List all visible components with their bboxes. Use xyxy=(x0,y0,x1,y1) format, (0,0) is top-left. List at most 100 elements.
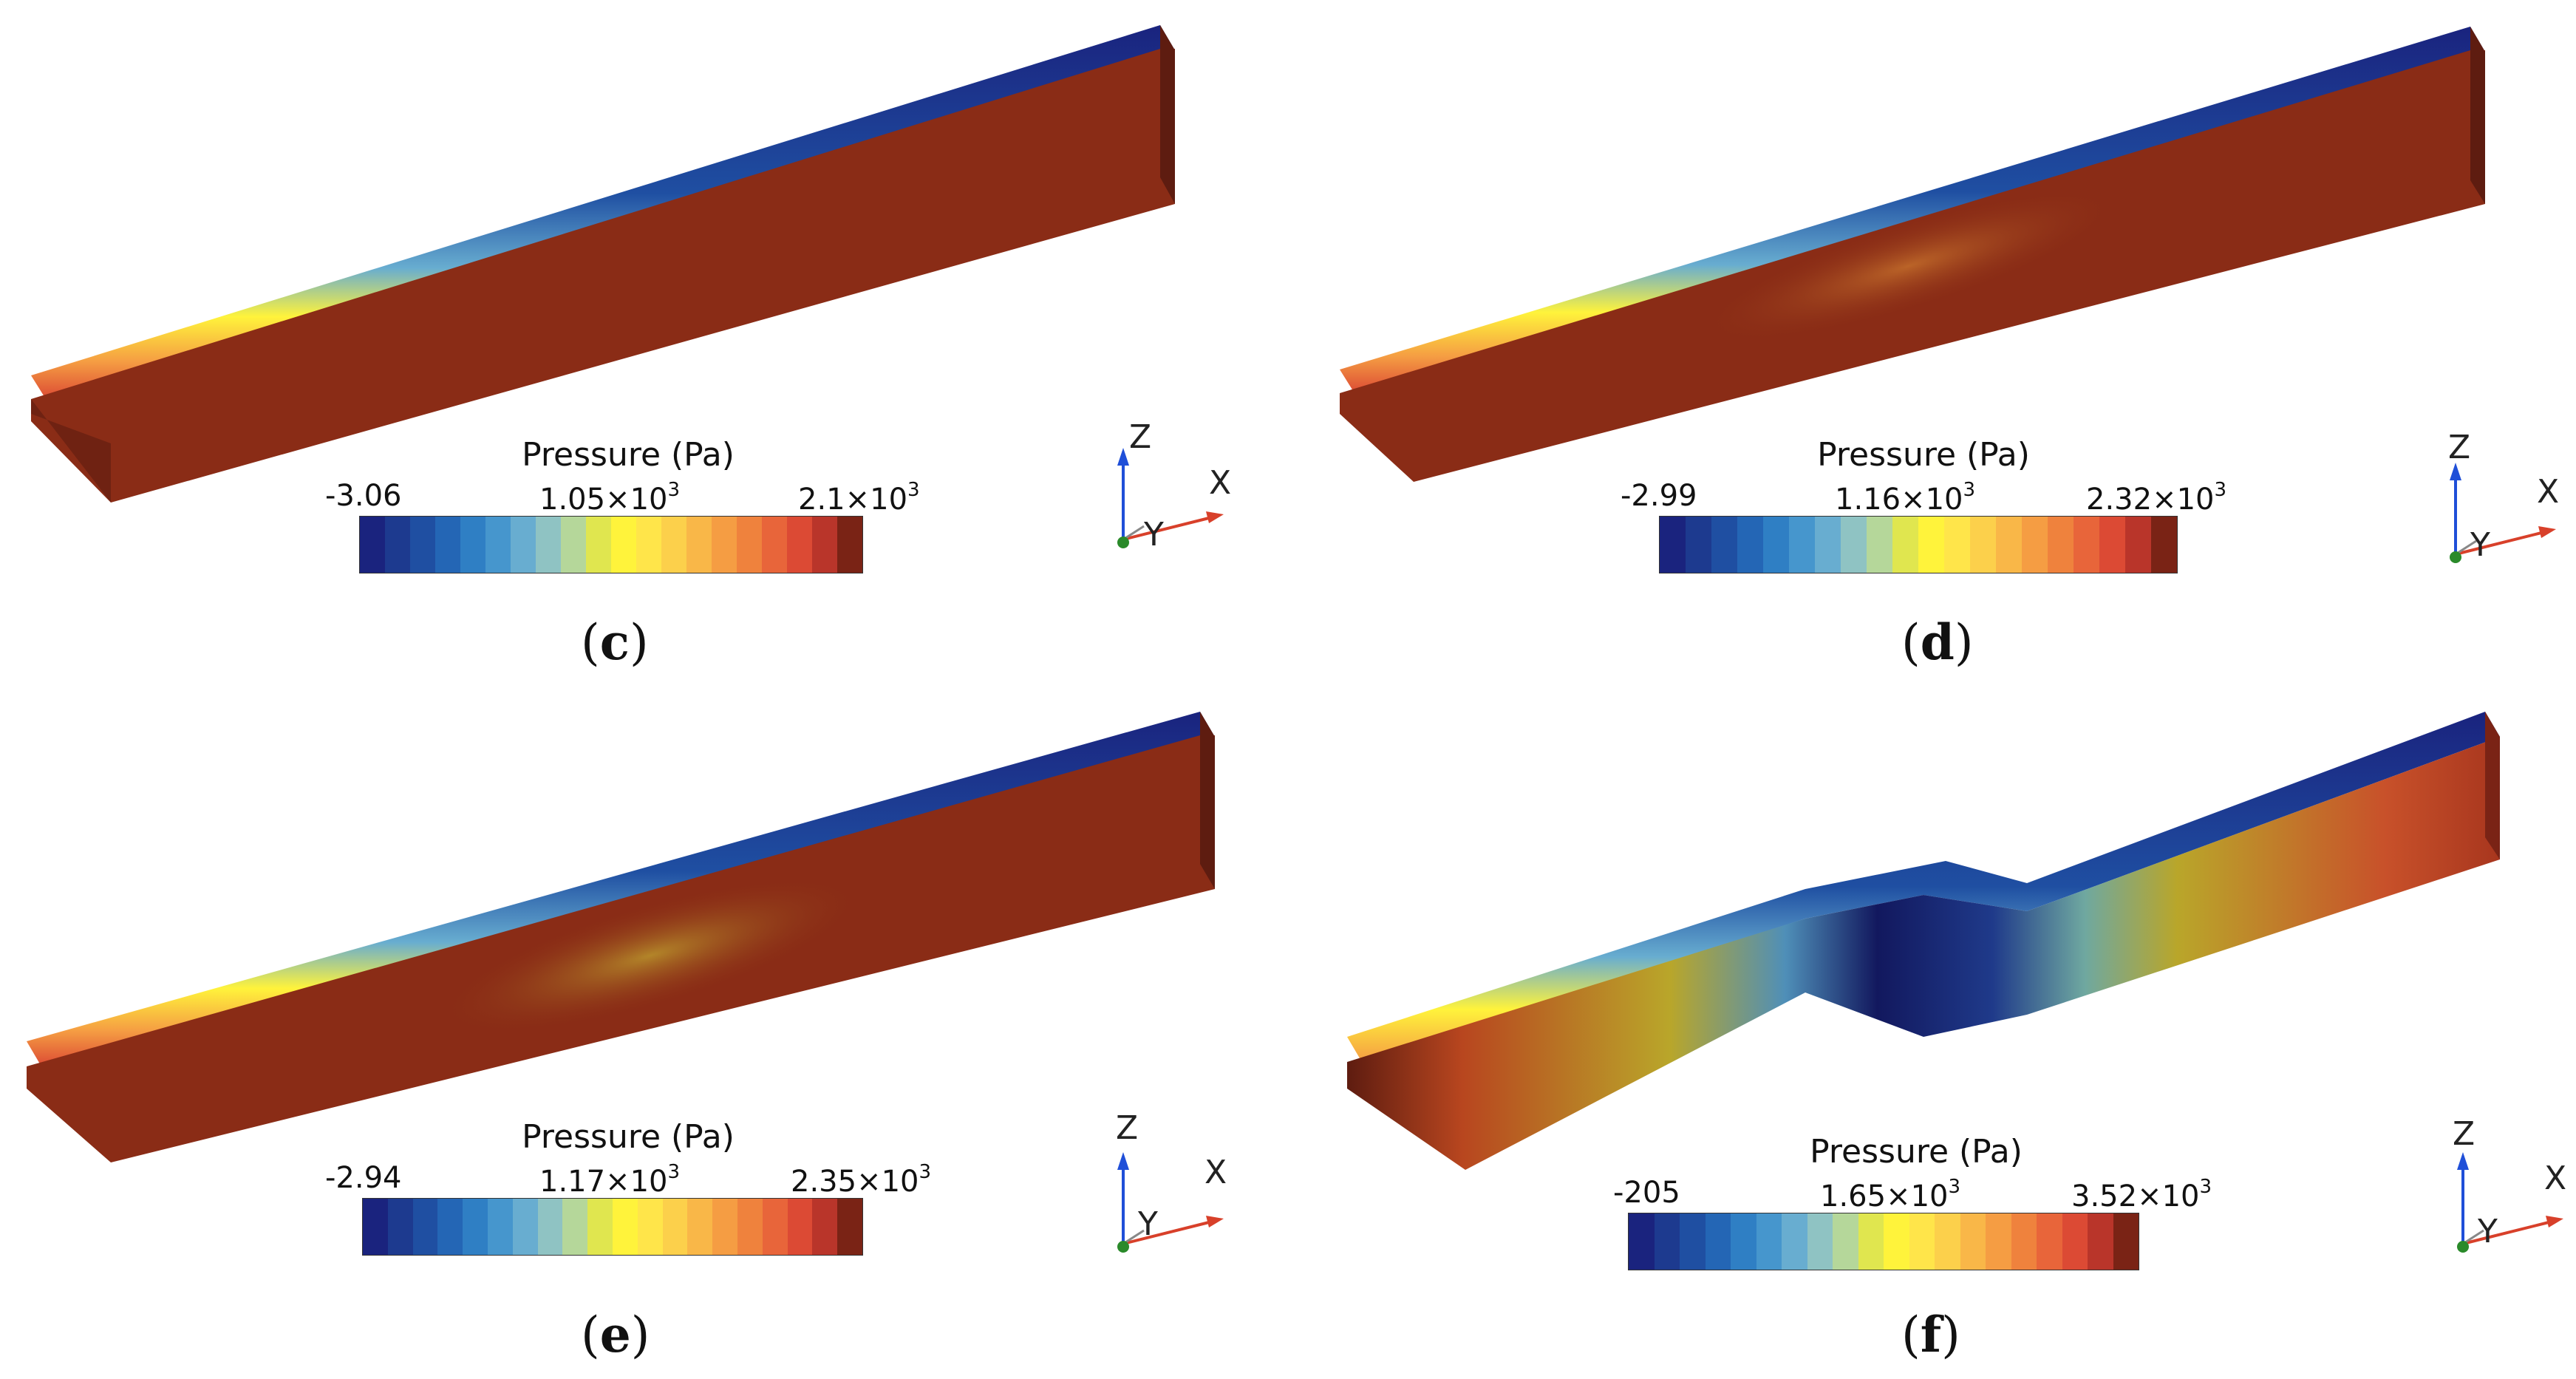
colorbar-swatch xyxy=(1737,517,1763,573)
colorbar-swatch xyxy=(2099,517,2125,573)
colorbar-swatch xyxy=(837,1199,862,1255)
axes-triad xyxy=(2457,1152,2563,1253)
colorbar-swatch xyxy=(762,1199,788,1255)
colorbar-swatch xyxy=(562,1199,588,1255)
colorbar-swatch xyxy=(1935,1213,1960,1270)
colorbar-swatch xyxy=(611,517,636,573)
colorbar-swatch xyxy=(737,1199,763,1255)
tick-max: 2.1×103 xyxy=(798,479,920,517)
colorbar-swatch xyxy=(1892,517,1918,573)
tick-mid: 1.05×103 xyxy=(539,479,681,517)
colorbar-swatch xyxy=(1711,517,1737,573)
pressure-contour-d xyxy=(1340,27,2485,482)
colorbar-swatch xyxy=(2037,1213,2062,1270)
axis-label-z: Z xyxy=(2453,1115,2476,1153)
colorbar-swatch xyxy=(712,517,737,573)
colorbar-swatch xyxy=(435,517,460,573)
colorbar-swatch xyxy=(487,1199,513,1255)
colorbar-swatch xyxy=(1731,1213,1756,1270)
colorbar-swatch xyxy=(2151,517,2177,573)
tick-mid: 1.65×103 xyxy=(1820,1176,1961,1213)
panel-caption: (e) xyxy=(581,1306,650,1363)
panel-c: Pressure (Pa) -3.06 1.05×103 2.1×103 (c)… xyxy=(0,0,1288,690)
legend-title: Pressure (Pa) xyxy=(522,436,735,474)
axis-label-x: X xyxy=(1204,1154,1227,1191)
pressure-contour-c xyxy=(31,25,1175,503)
colorbar-swatch xyxy=(612,1199,638,1255)
tick-max: 2.32×103 xyxy=(2086,479,2227,517)
colorbar-swatch xyxy=(812,1199,838,1255)
beam-front-face xyxy=(31,49,1175,503)
colorbar-swatch xyxy=(837,517,862,573)
axis-label-x: X xyxy=(1209,464,1232,502)
pressure-contour-e xyxy=(27,712,1215,1162)
legend-title: Pressure (Pa) xyxy=(1817,436,2030,474)
colorbar-swatch xyxy=(463,1199,488,1255)
colorbar xyxy=(1628,1213,2139,1270)
colorbar-swatch xyxy=(587,1199,613,1255)
tick-mid: 1.17×103 xyxy=(539,1161,681,1199)
colorbar-swatch xyxy=(661,517,686,573)
colorbar-swatch xyxy=(2088,1213,2113,1270)
axis-label-z: Z xyxy=(2448,429,2471,466)
colorbar-swatch xyxy=(586,517,611,573)
tick-max: 2.35×103 xyxy=(791,1161,932,1199)
tick-min: -205 xyxy=(1613,1176,1680,1210)
colorbar-swatch xyxy=(762,517,787,573)
axis-label-y: Y xyxy=(1144,516,1164,554)
colorbar-swatch xyxy=(460,517,485,573)
panel-f: Pressure (Pa) -205 1.65×103 3.52×103 (f)… xyxy=(1288,690,2576,1379)
axis-label-x: X xyxy=(2544,1160,2567,1197)
axis-label-y: Y xyxy=(2470,526,2490,564)
axes-triad xyxy=(1117,1152,1224,1253)
colorbar-swatch xyxy=(787,1199,813,1255)
colorbar-swatch xyxy=(662,1199,688,1255)
colorbar-swatch xyxy=(1763,517,1789,573)
colorbar xyxy=(1659,516,2178,573)
colorbar-swatch xyxy=(637,1199,663,1255)
colorbar-swatch xyxy=(1996,517,2022,573)
colorbar-swatch xyxy=(1807,1213,1833,1270)
colorbar-swatch xyxy=(511,517,536,573)
panel-d: Pressure (Pa) -2.99 1.16×103 2.32×103 (d… xyxy=(1288,0,2576,690)
colorbar-swatch xyxy=(1858,1213,1884,1270)
colorbar-swatch xyxy=(385,517,410,573)
colorbar-swatch xyxy=(787,517,812,573)
colorbar-swatch xyxy=(2062,1213,2088,1270)
colorbar-swatch xyxy=(485,517,511,573)
legend-title: Pressure (Pa) xyxy=(1810,1133,2023,1171)
colorbar-swatch xyxy=(412,1199,438,1255)
colorbar-swatch xyxy=(636,517,661,573)
colorbar-swatch xyxy=(1629,1213,1655,1270)
colorbar-swatch xyxy=(712,1199,737,1255)
colorbar-swatch xyxy=(2113,1213,2139,1270)
colorbar-swatch xyxy=(360,517,385,573)
colorbar-swatch xyxy=(1884,1213,1909,1270)
colorbar-swatch xyxy=(2125,517,2151,573)
colorbar-swatch xyxy=(1986,1213,2011,1270)
colorbar-swatch xyxy=(1833,1213,1858,1270)
axis-label-y: Y xyxy=(1138,1205,1158,1243)
colorbar-swatch xyxy=(1918,517,1944,573)
colorbar-swatch xyxy=(1705,1213,1731,1270)
tick-max: 3.52×103 xyxy=(2071,1176,2212,1213)
pressure-contour-f xyxy=(1347,712,2500,1170)
colorbar-swatch xyxy=(1944,517,1970,573)
colorbar-swatch xyxy=(687,1199,713,1255)
tick-min: -3.06 xyxy=(325,479,402,513)
colorbar-swatch xyxy=(1686,517,1711,573)
tick-min: -2.94 xyxy=(325,1161,402,1195)
axis-label-x: X xyxy=(2537,473,2560,511)
colorbar-swatch xyxy=(2048,517,2074,573)
colorbar-swatch xyxy=(1841,517,1867,573)
colorbar xyxy=(359,516,863,573)
colorbar-swatch xyxy=(437,1199,463,1255)
colorbar-swatch xyxy=(1782,1213,1807,1270)
colorbar-swatch xyxy=(537,1199,563,1255)
colorbar-swatch xyxy=(2011,1213,2037,1270)
beam-left-shade xyxy=(31,399,111,503)
colorbar-swatch xyxy=(363,1199,388,1255)
colorbar-swatch xyxy=(410,517,435,573)
tick-min: -2.99 xyxy=(1621,479,1697,513)
colorbar-swatch xyxy=(1970,517,1996,573)
